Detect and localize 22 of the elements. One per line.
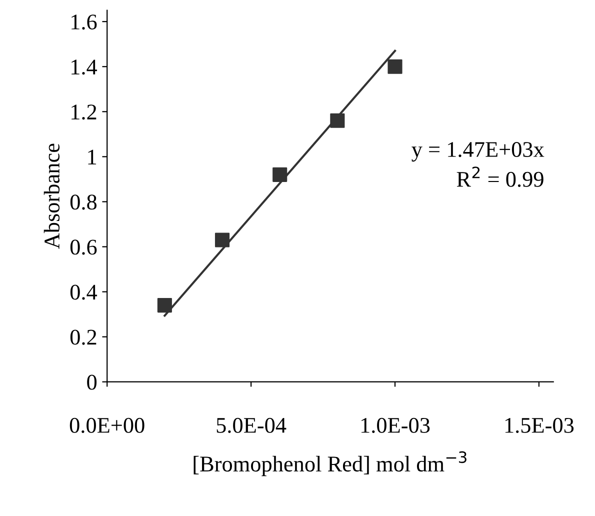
y-tick-label: 1.6 [72, 14, 97, 30]
x-tick-label: 1.0E-03 [361, 418, 430, 433]
y-tick-label: 0 [87, 374, 97, 390]
annotation: R$^{2}$ = 0.99 [456, 166, 544, 187]
point [388, 59, 402, 74]
y-tick-label: 0.2 [70, 330, 96, 345]
y-tick-label: 0.6 [70, 240, 97, 255]
point [214, 232, 230, 248]
y-tick-label: 1 [88, 150, 96, 164]
point [272, 167, 288, 182]
x-tick-label: 0.0E+00 [70, 418, 144, 433]
y-axis-title: Absorbance [44, 144, 60, 249]
y-tick-label: 0.8 [70, 194, 97, 210]
y-tick-label: 0.4 [70, 284, 98, 300]
y-tick-label: 1.4 [72, 60, 98, 75]
x-tick-label: 5.0E-04 [216, 418, 286, 433]
y-tick-label: 1.2 [72, 104, 96, 120]
point [330, 113, 345, 128]
x-tick-label: 1.5E-03 [505, 418, 574, 433]
x-axis-title: [Bromophenol Red] mol dm$^{−3}$ [194, 451, 466, 476]
annotation: y = 1.47E+03x [412, 142, 544, 162]
point [157, 298, 172, 313]
